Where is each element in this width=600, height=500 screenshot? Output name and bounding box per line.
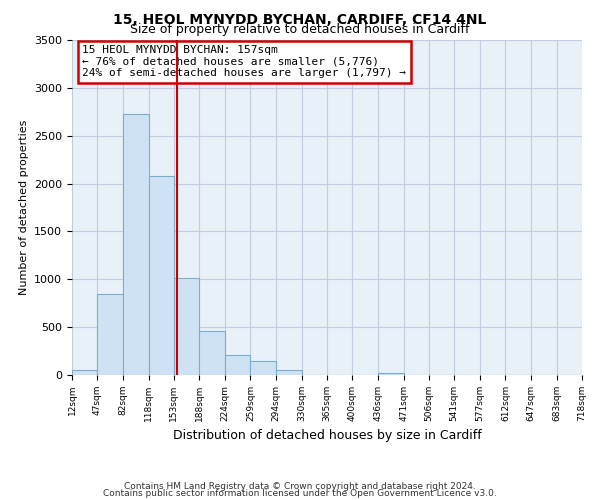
Bar (378, 373, 404, 375)
Bar (174, 278, 199, 375)
Bar (122, 114, 149, 375)
Bar (225, 355, 250, 375)
Bar (250, 361, 276, 375)
Text: 15 HEOL MYNYDD BYCHAN: 157sqm
← 76% of detached houses are smaller (5,776)
24% o: 15 HEOL MYNYDD BYCHAN: 157sqm ← 76% of d… (82, 45, 406, 78)
Bar (72, 370, 97, 375)
Y-axis label: Number of detached properties: Number of detached properties (19, 120, 29, 295)
Text: Size of property relative to detached houses in Cardiff: Size of property relative to detached ho… (130, 22, 470, 36)
Bar (149, 176, 174, 375)
Bar (276, 370, 302, 375)
Bar (97, 294, 122, 375)
Text: Contains HM Land Registry data © Crown copyright and database right 2024.: Contains HM Land Registry data © Crown c… (124, 482, 476, 491)
X-axis label: Distribution of detached houses by size in Cardiff: Distribution of detached houses by size … (173, 430, 481, 442)
Text: Contains public sector information licensed under the Open Government Licence v3: Contains public sector information licen… (103, 490, 497, 498)
Text: 15, HEOL MYNYDD BYCHAN, CARDIFF, CF14 4NL: 15, HEOL MYNYDD BYCHAN, CARDIFF, CF14 4N… (113, 12, 487, 26)
Bar (199, 332, 225, 375)
